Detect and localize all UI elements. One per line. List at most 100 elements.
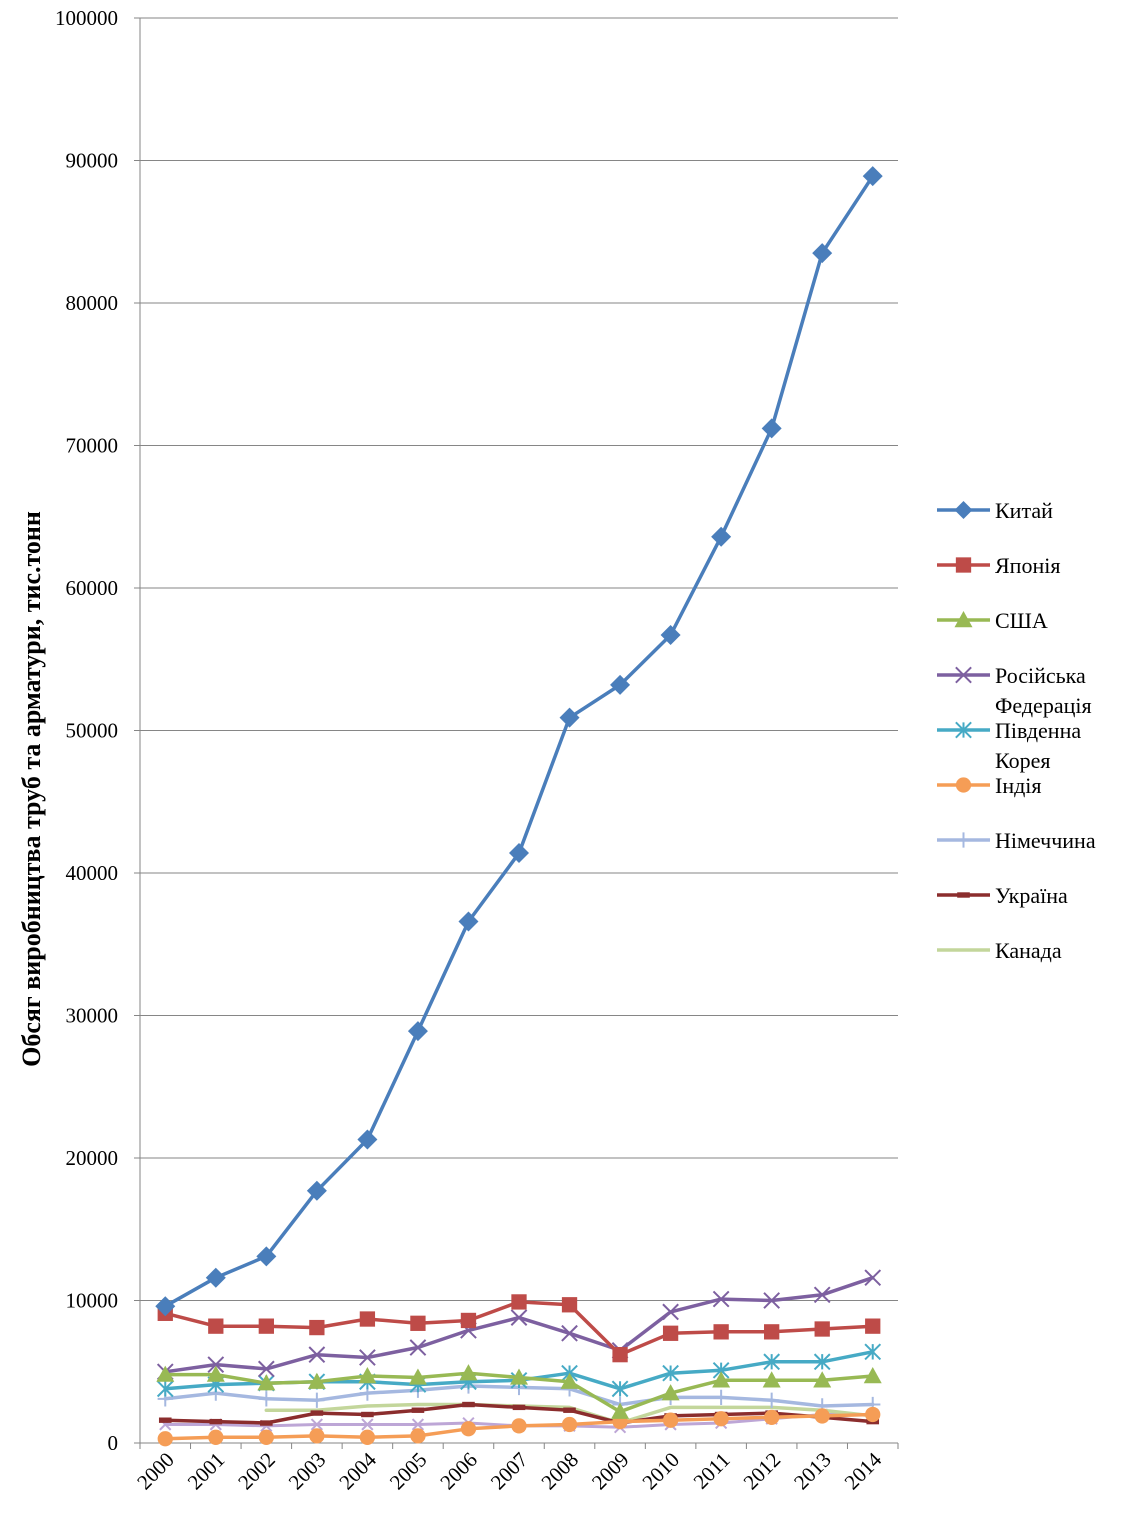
x-tick-label: 2014 bbox=[840, 1447, 887, 1494]
legend-label: Японія bbox=[995, 553, 1060, 578]
point-marker bbox=[358, 1367, 377, 1384]
point-marker bbox=[310, 1410, 324, 1416]
point-marker bbox=[359, 1429, 376, 1445]
y-tick-label: 10000 bbox=[66, 1289, 119, 1313]
legend-label: Німеччина bbox=[995, 828, 1096, 853]
point-marker bbox=[256, 1246, 277, 1267]
legend-label: Канада bbox=[995, 938, 1062, 963]
point-marker bbox=[662, 1303, 679, 1321]
point-marker bbox=[260, 1420, 273, 1426]
point-marker bbox=[711, 526, 732, 547]
series-layer bbox=[155, 166, 883, 1447]
x-tick-label: 2002 bbox=[233, 1448, 280, 1495]
point-marker bbox=[361, 1418, 374, 1431]
legend-label: Федерація bbox=[995, 693, 1092, 718]
x-tick-label: 2010 bbox=[637, 1448, 684, 1495]
y-tick-label: 50000 bbox=[66, 719, 119, 743]
x-tick-label: 2006 bbox=[435, 1448, 482, 1495]
series bbox=[157, 1294, 881, 1363]
point-marker bbox=[205, 1267, 226, 1288]
point-marker bbox=[864, 1343, 882, 1361]
y-tick-label: 20000 bbox=[66, 1146, 119, 1170]
x-tick-label: 2008 bbox=[536, 1448, 583, 1495]
point-marker bbox=[955, 666, 972, 684]
point-marker bbox=[411, 1407, 425, 1413]
point-marker bbox=[712, 1290, 730, 1308]
legend-label: Російська bbox=[995, 663, 1086, 688]
point-marker bbox=[407, 1021, 428, 1042]
point-marker bbox=[610, 674, 631, 695]
point-marker bbox=[611, 1402, 630, 1419]
x-tick-label: 2013 bbox=[789, 1448, 836, 1495]
point-marker bbox=[511, 1418, 527, 1434]
point-marker bbox=[764, 1324, 780, 1340]
point-marker bbox=[862, 166, 883, 187]
point-marker bbox=[459, 1364, 478, 1381]
point-marker bbox=[157, 1431, 173, 1447]
point-marker bbox=[206, 1365, 225, 1382]
point-marker bbox=[156, 1365, 175, 1382]
point-marker bbox=[712, 1371, 731, 1388]
point-marker bbox=[258, 1429, 274, 1445]
y-tick-label: 40000 bbox=[66, 861, 119, 885]
point-marker bbox=[955, 777, 972, 793]
point-marker bbox=[258, 1391, 274, 1407]
point-marker bbox=[762, 1371, 781, 1388]
point-marker bbox=[957, 892, 970, 898]
y-tick-label: 0 bbox=[108, 1431, 119, 1455]
point-marker bbox=[207, 1356, 225, 1373]
point-marker bbox=[510, 1309, 528, 1326]
legend-item: Канада bbox=[937, 938, 1062, 963]
point-marker bbox=[660, 625, 681, 646]
point-marker bbox=[662, 1325, 679, 1341]
x-tick-label: 2011 bbox=[689, 1448, 735, 1494]
point-marker bbox=[864, 1269, 882, 1287]
point-marker bbox=[460, 1312, 477, 1329]
point-marker bbox=[510, 1368, 528, 1385]
y-tick-label: 80000 bbox=[66, 291, 119, 315]
point-marker bbox=[865, 1318, 881, 1334]
point-marker bbox=[511, 1294, 527, 1310]
point-marker bbox=[560, 1372, 579, 1389]
point-marker bbox=[257, 1374, 276, 1391]
legend-label: Південна bbox=[995, 718, 1081, 743]
point-marker bbox=[357, 1129, 378, 1150]
y-tick-label: 70000 bbox=[66, 434, 119, 458]
series-line bbox=[163, 174, 875, 1308]
legend-label: Корея bbox=[995, 748, 1050, 773]
point-marker bbox=[411, 1418, 425, 1431]
y-tick-label: 90000 bbox=[66, 149, 119, 173]
x-tick-label: 2003 bbox=[284, 1448, 331, 1495]
point-marker bbox=[156, 1380, 174, 1398]
point-marker bbox=[814, 1408, 830, 1424]
point-marker bbox=[209, 1418, 223, 1425]
point-marker bbox=[865, 1406, 881, 1423]
point-marker bbox=[257, 1360, 275, 1378]
y-tick-label: 60000 bbox=[66, 576, 119, 600]
point-marker bbox=[460, 1421, 477, 1437]
y-tick-labels: 0 10000 20000 30000 40000 50000 60000 70000 8000… bbox=[55, 6, 118, 1455]
point-marker bbox=[561, 1297, 578, 1313]
point-marker bbox=[763, 1353, 781, 1371]
series bbox=[155, 166, 883, 1317]
grid bbox=[134, 17, 898, 1444]
legend-item: Російська Федерація bbox=[937, 663, 1092, 718]
point-marker bbox=[561, 1416, 578, 1433]
point-marker bbox=[155, 1296, 176, 1317]
point-marker bbox=[955, 721, 972, 739]
point-marker bbox=[307, 1372, 326, 1389]
point-marker bbox=[310, 1418, 323, 1431]
point-marker bbox=[713, 1324, 729, 1340]
point-marker bbox=[813, 1353, 831, 1371]
point-marker bbox=[309, 1319, 325, 1336]
point-marker bbox=[309, 1428, 325, 1444]
point-marker bbox=[208, 1429, 224, 1445]
point-marker bbox=[409, 1339, 427, 1356]
series bbox=[157, 1406, 881, 1447]
point-marker bbox=[713, 1411, 729, 1427]
point-marker bbox=[955, 557, 972, 573]
point-marker bbox=[158, 1417, 172, 1423]
point-marker bbox=[561, 1324, 578, 1342]
point-marker bbox=[563, 1407, 576, 1413]
axes bbox=[139, 18, 899, 1449]
